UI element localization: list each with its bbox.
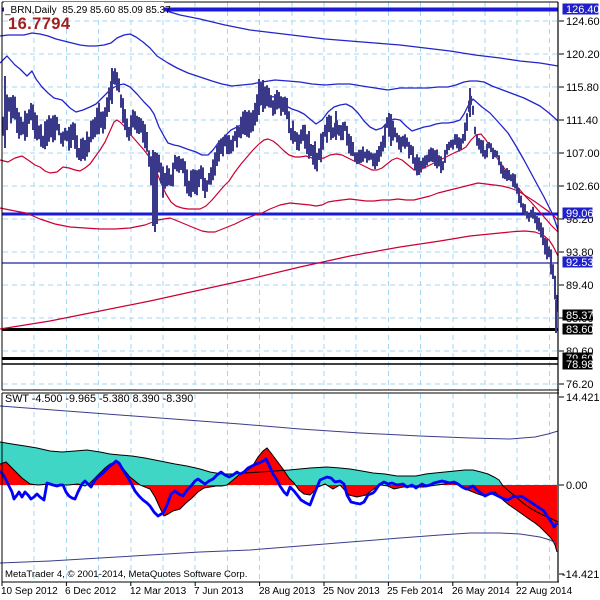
svg-text:78.98: 78.98	[566, 359, 594, 371]
svg-text:83.60: 83.60	[566, 324, 594, 336]
svg-text:28 Aug 2013: 28 Aug 2013	[259, 586, 316, 597]
svg-text:111.40: 111.40	[566, 115, 598, 127]
svg-text:99.06: 99.06	[566, 208, 594, 220]
svg-text:-14.421: -14.421	[562, 569, 599, 581]
svg-text:12 Mar 2013: 12 Mar 2013	[130, 586, 187, 597]
svg-text:22 Aug 2014: 22 Aug 2014	[516, 586, 573, 597]
svg-text:SWT -4.500 -9.965 -5.380 8.390: SWT -4.500 -9.965 -5.380 8.390 -8.390	[5, 393, 193, 405]
svg-text:124.60: 124.60	[566, 16, 600, 28]
svg-text:14.421: 14.421	[566, 392, 600, 404]
svg-text:76.20: 76.20	[566, 379, 594, 391]
svg-text:126.40: 126.40	[566, 4, 600, 16]
svg-text:6 Dec 2012: 6 Dec 2012	[65, 586, 117, 597]
svg-text:10 Sep 2012: 10 Sep 2012	[1, 586, 58, 597]
svg-text:92.53: 92.53	[566, 257, 594, 269]
svg-text:MetaTrader 4, © 2001-2014, Met: MetaTrader 4, © 2001-2014, MetaQuotes So…	[5, 569, 247, 580]
svg-text:7 Jun 2013: 7 Jun 2013	[194, 586, 244, 597]
svg-text:107.00: 107.00	[566, 148, 600, 160]
svg-text:25 Nov 2013: 25 Nov 2013	[323, 586, 380, 597]
svg-text:89.40: 89.40	[566, 280, 594, 292]
svg-text:_BRN,Daily 85.29 85.60 85.09: _BRN,Daily 85.29 85.60 85.09 85.37	[4, 5, 171, 16]
svg-text:120.20: 120.20	[566, 49, 600, 61]
svg-text:102.60: 102.60	[566, 181, 600, 193]
svg-text:26 May 2014: 26 May 2014	[452, 586, 510, 597]
svg-text:25 Feb 2014: 25 Feb 2014	[387, 586, 444, 597]
svg-text:85.37: 85.37	[566, 310, 594, 322]
svg-text:16.7794: 16.7794	[8, 15, 71, 33]
svg-text:115.80: 115.80	[566, 82, 599, 94]
svg-text:0.00: 0.00	[566, 480, 587, 492]
svg-text:93.80: 93.80	[566, 247, 594, 259]
